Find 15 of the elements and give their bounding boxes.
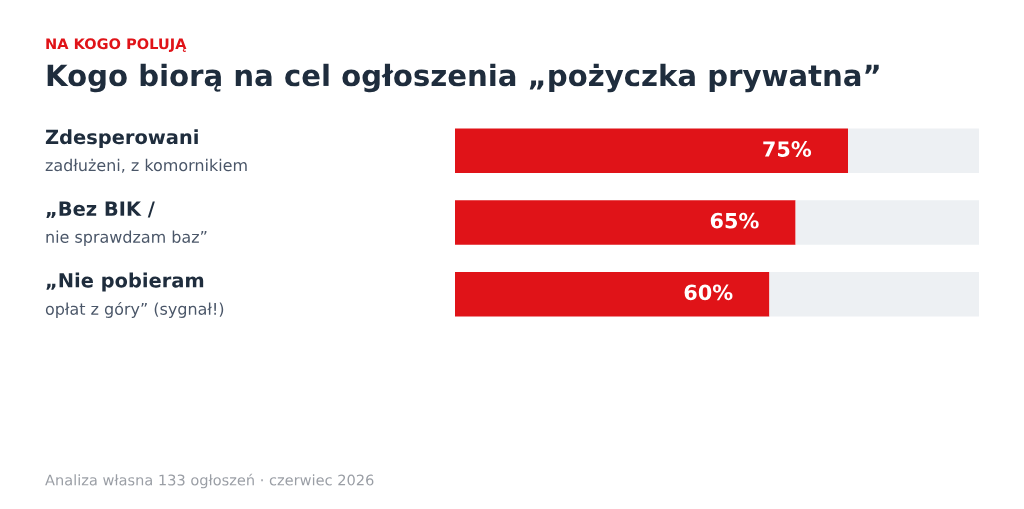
bar [455,271,770,317]
y-tick-label: „Nie pobieram opłat z góry” (sygnał!) [45,272,224,318]
y-tick-label: „Bez BIK / nie sprawdzam baz” [46,201,207,246]
text: NA KOGO POLUJĄ [46,38,187,52]
y-tick-label: Zdesperowani zadłużeni, z komornikiem [45,129,247,173]
data-label: 75% [763,141,812,157]
bar [455,128,848,174]
bar [769,271,979,317]
bar [455,200,796,245]
data-label: 65% [710,212,759,229]
chart-title: Kogo biorą na cel ogłoszenia „pożyczka prywatna” [47,63,879,93]
data-label: 60% [684,284,733,301]
bar [795,200,979,245]
bar [848,128,979,174]
text: Analiza własna 133 ogłoszeń · czerwiec 2026 [45,473,374,489]
